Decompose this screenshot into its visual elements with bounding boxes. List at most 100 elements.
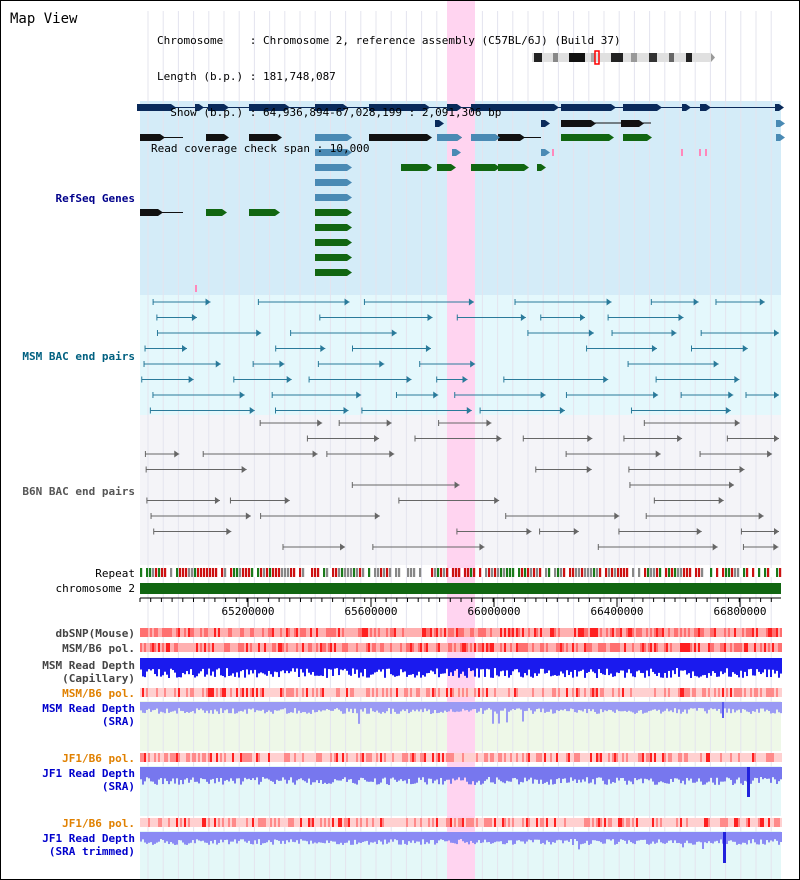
jf1-depth-sra-bar bbox=[410, 767, 412, 785]
jf1-depth-sra-bar bbox=[438, 767, 440, 785]
dbsnp-strip bbox=[652, 628, 654, 637]
track-label-chromosome[interactable]: chromosome 2 bbox=[55, 582, 135, 595]
msm-depth-sra-bar bbox=[620, 702, 622, 712]
dbsnp-strip bbox=[534, 628, 536, 637]
dbsnp-strip bbox=[632, 628, 634, 637]
msm-depth-sra-bar bbox=[386, 702, 388, 712]
msm-pol-strip bbox=[318, 688, 320, 697]
track-label-msm-pol-1[interactable]: MSM/B6 pol. bbox=[62, 642, 135, 655]
dbsnp-strip bbox=[446, 628, 448, 637]
repeat-mark bbox=[668, 568, 671, 577]
jf1-pol-strip bbox=[526, 818, 528, 827]
msm-pol-strip bbox=[254, 643, 256, 652]
dbsnp-strip bbox=[332, 628, 334, 637]
track-label-msm-depth-sra[interactable]: MSM Read Depth (SRA) bbox=[1, 702, 135, 728]
jf1-depth-trimmed-bar bbox=[300, 832, 302, 840]
msm-pol-strip bbox=[248, 688, 250, 697]
jf1-pol-strip bbox=[272, 753, 274, 762]
msm-depth-sra-bar bbox=[604, 702, 606, 711]
repeat-mark bbox=[218, 568, 221, 577]
repeat-mark bbox=[569, 568, 572, 577]
msm-pol-strip bbox=[700, 688, 702, 697]
msm-pol-strip bbox=[206, 643, 208, 652]
msm-depth-sra-bar bbox=[644, 702, 646, 713]
jf1-pol-strip bbox=[410, 818, 412, 827]
jf1-depth-sra-bar bbox=[332, 767, 334, 783]
jf1-pol-strip bbox=[464, 753, 466, 762]
pair-end-arrow bbox=[462, 376, 468, 383]
dbsnp-strip bbox=[214, 628, 216, 637]
msm-depth-capillary-bar bbox=[298, 658, 300, 677]
dbsnp-strip bbox=[144, 628, 146, 637]
jf1-depth-trimmed-bar bbox=[394, 832, 396, 840]
dbsnp-strip bbox=[140, 628, 142, 637]
jf1-depth-sra-bar bbox=[698, 767, 700, 779]
jf1-pol-strip bbox=[388, 818, 390, 827]
track-label-msm-depth-capillary[interactable]: MSM Read Depth (Capillary) bbox=[1, 659, 135, 685]
jf1-pol-strip bbox=[196, 818, 198, 827]
msm-depth-sra-bar bbox=[222, 702, 224, 713]
msm-depth-capillary-bar bbox=[568, 658, 570, 676]
msm-depth-capillary-bar bbox=[724, 658, 726, 673]
msm-pol-strip bbox=[402, 643, 404, 652]
msm-pol-strip bbox=[774, 688, 776, 697]
track-label-jf1-pol-1[interactable]: JF1/B6 pol. bbox=[62, 752, 135, 765]
msm-pol-strip bbox=[770, 688, 772, 697]
track-label-msm-pol-2[interactable]: MSM/B6 pol. bbox=[62, 687, 135, 700]
msm-pol-strip bbox=[528, 643, 530, 652]
track-label-msm-bac[interactable]: MSM BAC end pairs bbox=[22, 350, 135, 363]
dbsnp-strip bbox=[378, 628, 380, 637]
dbsnp-strip bbox=[402, 628, 404, 637]
track-label-jf1-pol-2[interactable]: JF1/B6 pol. bbox=[62, 817, 135, 830]
jf1-pol-strip bbox=[450, 818, 452, 827]
track-label-dbsnp[interactable]: dbSNP(Mouse) bbox=[55, 627, 135, 640]
repeat-mark bbox=[491, 568, 494, 577]
msm-depth-sra-bar bbox=[712, 702, 714, 710]
msm-pol-strip bbox=[238, 643, 240, 652]
jf1-depth-trimmed-bar bbox=[386, 832, 388, 844]
msm-pol-strip bbox=[768, 643, 770, 652]
track-label-jf1-depth-trimmed[interactable]: JF1 Read Depth (SRA trimmed) bbox=[1, 832, 135, 858]
repeat-mark bbox=[170, 568, 173, 577]
jf1-depth-sra-bar bbox=[440, 767, 442, 778]
dbsnp-strip bbox=[264, 628, 266, 637]
jf1-pol-strip bbox=[350, 818, 352, 827]
jf1-pol-strip bbox=[486, 753, 488, 762]
jf1-depth-sra-bar bbox=[218, 767, 220, 782]
msm-depth-sra-bar bbox=[522, 702, 524, 722]
msm-pol-strip bbox=[250, 643, 252, 652]
jf1-depth-trimmed-bar bbox=[712, 832, 714, 844]
msm-depth-capillary-bar bbox=[702, 658, 704, 676]
track-label-refseq[interactable]: RefSeq Genes bbox=[55, 192, 135, 205]
jf1-depth-sra-bar bbox=[312, 767, 314, 783]
track-label-b6n-bac[interactable]: B6N BAC end pairs bbox=[22, 485, 135, 498]
jf1-pol-strip bbox=[216, 818, 218, 827]
msm-depth-capillary-bar bbox=[534, 658, 536, 674]
msm-depth-sra-bar bbox=[188, 702, 190, 713]
jf1-pol-strip bbox=[206, 753, 208, 762]
length-info: Length (b.p.) : 181,748,087 bbox=[157, 70, 336, 83]
msm-depth-capillary-bar bbox=[526, 658, 528, 676]
jf1-pol-strip bbox=[378, 818, 380, 827]
pair-end-arrow bbox=[320, 345, 326, 352]
msm-pol-strip bbox=[642, 688, 644, 697]
msm-pol-strip bbox=[202, 688, 204, 697]
jf1-pol-strip bbox=[332, 818, 334, 827]
msm-pol-strip bbox=[294, 643, 296, 652]
track-label-jf1-depth-sra[interactable]: JF1 Read Depth (SRA) bbox=[1, 767, 135, 793]
msm-depth-sra-bar bbox=[230, 702, 232, 714]
jf1-depth-trimmed-bar bbox=[174, 832, 176, 845]
dbsnp-strip bbox=[576, 628, 578, 637]
jf1-depth-trimmed-bar bbox=[272, 832, 274, 845]
jf1-pol-strip bbox=[310, 753, 312, 762]
jf1-depth-trimmed-bar bbox=[326, 832, 328, 841]
track-label-repeat[interactable]: Repeat bbox=[95, 567, 135, 580]
repeat-mark bbox=[317, 568, 320, 577]
msm-pol-strip bbox=[166, 688, 168, 697]
msm-pol-strip bbox=[358, 688, 360, 697]
jf1-depth-trimmed-bar bbox=[500, 832, 502, 842]
jf1-depth-trimmed-bar bbox=[432, 832, 434, 840]
jf1-depth-trimmed-bar bbox=[736, 832, 738, 845]
repeat-mark bbox=[656, 568, 659, 577]
